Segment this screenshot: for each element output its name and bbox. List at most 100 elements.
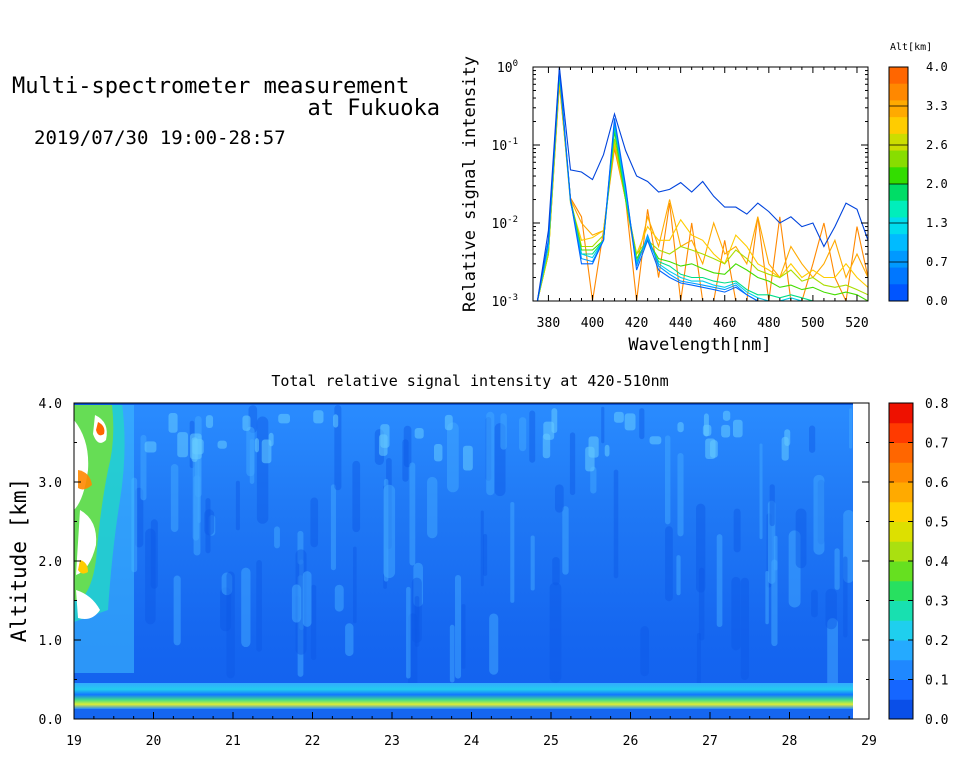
spectrum-series-9 — [536, 84, 868, 301]
title-line1: Multi-spectrometer measurement — [12, 74, 410, 99]
spectrum-xlabel: Wavelength[nm] — [628, 335, 771, 355]
intensity-colorbar-swatch-7 — [889, 561, 913, 582]
intensity-colorbar-swatch-1 — [889, 679, 913, 700]
heatmap-chart: Total relative signal intensity at 420-5… — [7, 372, 949, 749]
heatmap-ytick-2: 2.0 — [39, 555, 62, 570]
altitude-colorbar: 4.0 3.3 2.6 2.0 1.3 0.7 0.0 — [888, 60, 948, 308]
spectrum-ytick-1: 10-1 — [492, 137, 519, 154]
intensity-colorbar-swatch-10 — [889, 501, 913, 522]
spectrum-frame — [532, 66, 869, 302]
spectrum-ytick-0: 100 — [497, 59, 518, 76]
heatmap-ytick-3: 3.0 — [39, 476, 62, 491]
boundary-layer-band — [74, 683, 853, 709]
heatmap-title: Total relative signal intensity at 420-5… — [271, 372, 668, 390]
title-line2: at Fukuoka — [307, 96, 440, 121]
heatmap-ytick-4: 4.0 — [39, 397, 62, 412]
spectrum-ytick-3: 10-3 — [492, 293, 519, 310]
intensity-colorbar-tick-3: 0.5 — [925, 516, 948, 531]
altitude-colorbar-swatch-8 — [889, 200, 908, 218]
intensity-colorbar-tick-7: 0.1 — [925, 674, 948, 689]
altitude-colorbar-swatch-6 — [889, 167, 908, 185]
altitude-colorbar-swatch-1 — [889, 83, 908, 101]
intensity-colorbar-swatch-14 — [889, 422, 913, 443]
spectrum-xtick-5: 480 — [757, 316, 780, 331]
early-evening-region — [74, 403, 134, 673]
heatmap-axes: 19 20 21 22 23 24 25 26 27 28 29 0.0 1.0 2.0 3.0 4.0 — [39, 397, 877, 749]
altitude-colorbar-swatch-2 — [889, 100, 908, 118]
heatmap-xtick-3: 22 — [305, 734, 321, 749]
intensity-colorbar-swatch-13 — [889, 442, 913, 463]
intensity-colorbar-swatch-11 — [889, 482, 913, 503]
altitude-colorbar-tick-4: 1.3 — [926, 216, 948, 230]
altitude-colorbar-title: Alt[km] — [890, 42, 932, 53]
heatmap-xtick-5: 24 — [464, 734, 480, 749]
heatmap-xtick-6: 25 — [543, 734, 559, 749]
spectrum-axes: 380 400 420 440 460 480 500 520 100 10-1 10-2 10-3 — [492, 59, 869, 331]
altitude-colorbar-tick-6: 0.0 — [926, 294, 948, 308]
heatmap-xtick-4: 23 — [384, 734, 400, 749]
intensity-colorbar-swatch-9 — [889, 521, 913, 542]
spectrum-lines — [536, 67, 868, 301]
intensity-colorbar-tick-4: 0.4 — [925, 555, 949, 570]
altitude-colorbar-tick-0: 4.0 — [926, 60, 948, 74]
intensity-colorbar-tick-5: 0.3 — [925, 595, 948, 610]
heatmap-xtick-0: 19 — [66, 734, 82, 749]
altitude-colorbar-swatch-0 — [889, 67, 908, 85]
intensity-colorbar-swatch-4 — [889, 620, 913, 641]
heatmap-field — [74, 403, 853, 719]
altitude-colorbar-swatch-4 — [889, 133, 908, 152]
altitude-colorbar-swatch-5 — [889, 150, 908, 168]
spectrum-series-1 — [536, 68, 868, 301]
spectrum-series-2 — [536, 70, 868, 301]
spectrum-series-3 — [536, 71, 868, 301]
intensity-colorbar-swatch-3 — [889, 640, 913, 661]
spectrum-chart: 380 400 420 440 460 480 500 52010010-110-210-3 … — [460, 42, 948, 355]
spectrum-series-5 — [536, 74, 868, 301]
spectrum-series-0 — [536, 67, 868, 301]
heatmap-ytick-1: 1.0 — [39, 634, 62, 649]
intensity-colorbar-tick-1: 0.7 — [925, 437, 948, 452]
altitude-colorbar-swatch-11 — [889, 250, 908, 269]
spectrum-series-7 — [536, 79, 868, 301]
intensity-colorbar-swatch-12 — [889, 462, 913, 483]
spectrum-xtick-6: 500 — [801, 316, 824, 331]
altitude-colorbar-swatch-7 — [889, 184, 908, 202]
intensity-colorbar-swatch-2 — [889, 659, 913, 680]
altitude-colorbar-tick-3: 2.0 — [926, 177, 948, 191]
intensity-colorbar-swatch-5 — [889, 600, 913, 621]
altitude-colorbar-swatch-3 — [889, 117, 908, 135]
spectrum-xtick-7: 520 — [845, 316, 868, 331]
spectrum-xtick-4: 460 — [713, 316, 736, 331]
spectrum-series-6 — [536, 76, 868, 301]
spectrum-ylabel: Relative signal intensity — [460, 56, 480, 312]
heatmap-xtick-9: 28 — [782, 734, 798, 749]
altitude-colorbar-swatch-13 — [889, 284, 908, 302]
altitude-colorbar-tick-1: 3.3 — [926, 99, 948, 113]
intensity-colorbar-swatch-0 — [889, 699, 913, 720]
spectrum-xtick-0: 380 — [537, 316, 560, 331]
altitude-colorbar-tick-2: 2.6 — [926, 138, 948, 152]
date-range: 2019/07/30 19:00-28:57 — [34, 127, 286, 149]
spectrum-ytick-2: 10-2 — [492, 215, 519, 232]
heatmap-xtick-1: 20 — [146, 734, 162, 749]
heatmap-xtick-7: 26 — [623, 734, 639, 749]
intensity-colorbar: 0.8 0.7 0.6 0.5 0.4 0.3 0.2 0.1 0.0 — [888, 397, 949, 728]
altitude-colorbar-tick-5: 0.7 — [926, 255, 948, 269]
spectrum-series-4 — [536, 72, 868, 301]
spectrum-xtick-2: 420 — [625, 316, 648, 331]
intensity-colorbar-swatch-8 — [889, 541, 913, 562]
intensity-colorbar-swatch-15 — [889, 403, 913, 424]
intensity-colorbar-tick-2: 0.6 — [925, 476, 948, 491]
altitude-colorbar-swatch-12 — [889, 267, 908, 285]
altitude-colorbar-swatch-9 — [889, 217, 908, 235]
altitude-colorbar-swatch-10 — [889, 234, 908, 252]
intensity-colorbar-tick-0: 0.8 — [925, 397, 948, 412]
heatmap-xtick-10: 29 — [861, 734, 877, 749]
intensity-colorbar-tick-6: 0.2 — [925, 634, 948, 649]
heatmap-xtick-2: 21 — [225, 734, 241, 749]
spectrum-xtick-1: 400 — [581, 316, 604, 331]
heatmap-ytick-0: 0.0 — [39, 713, 62, 728]
intensity-colorbar-swatch-6 — [889, 580, 913, 601]
heatmap-xtick-8: 27 — [702, 734, 718, 749]
heatmap-ylabel: Altitude [km] — [7, 478, 31, 642]
